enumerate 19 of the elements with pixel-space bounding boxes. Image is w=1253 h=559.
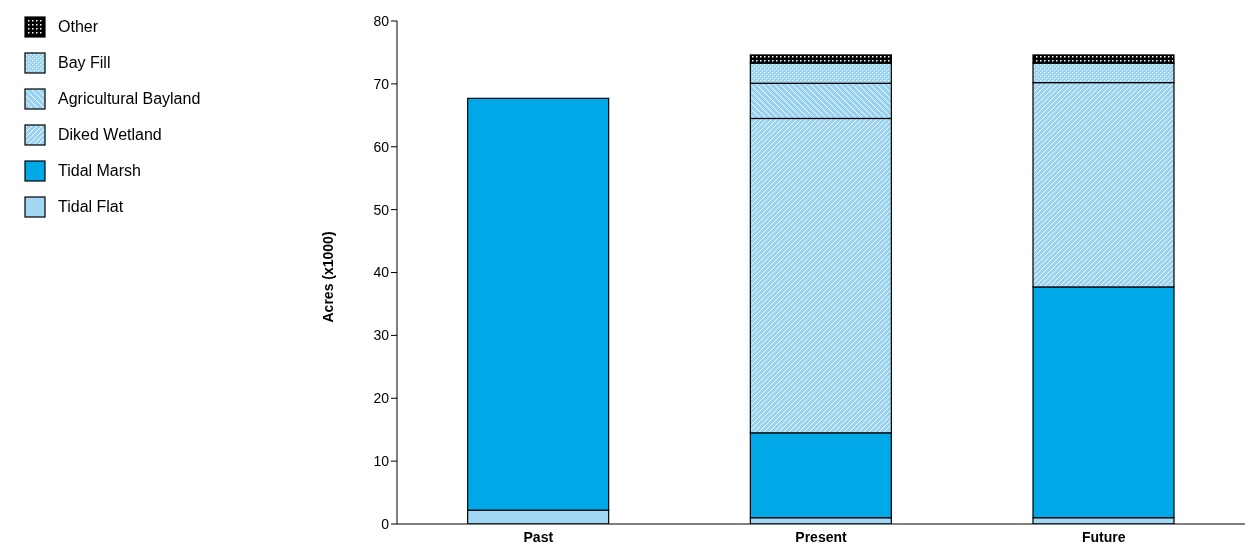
y-axis-title: Acres (x1000)	[319, 231, 336, 323]
y-tick-label: 80	[373, 12, 390, 29]
y-tick-label: 70	[373, 75, 390, 92]
y-tick-label: 60	[373, 138, 390, 155]
legend-label: Other	[58, 18, 99, 36]
y-tick-label: 30	[373, 327, 390, 344]
x-tick-label: Present	[795, 528, 848, 545]
y-tick-label: 50	[373, 201, 390, 218]
x-tick-label: Past	[523, 528, 554, 545]
legend-label: Diked Wetland	[58, 126, 162, 144]
legend-label: Agricultural Bayland	[58, 90, 201, 108]
y-tick-label: 0	[381, 515, 390, 532]
legend-label: Tidal Flat	[58, 198, 124, 216]
y-tick-label: 10	[373, 453, 390, 470]
y-tick-label: 40	[373, 264, 390, 281]
x-tick-label: Future	[1081, 528, 1126, 545]
y-tick-label: 20	[373, 390, 390, 407]
legend-label: Tidal Marsh	[58, 162, 141, 180]
legend-label: Bay Fill	[58, 54, 111, 72]
